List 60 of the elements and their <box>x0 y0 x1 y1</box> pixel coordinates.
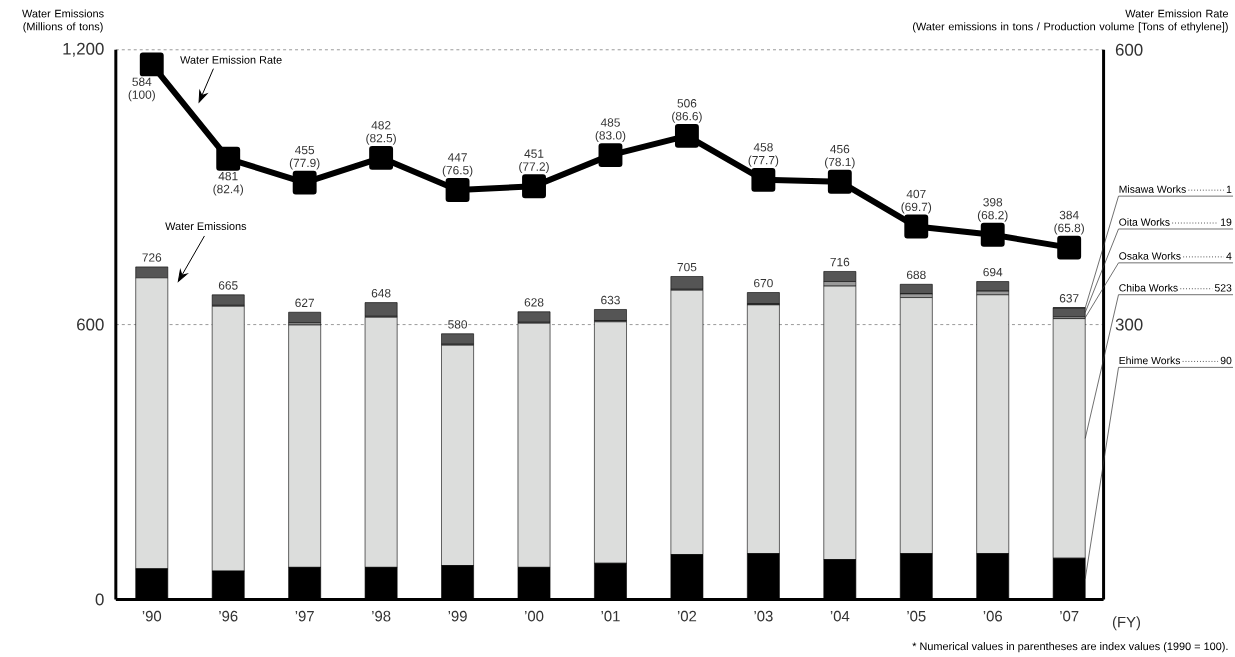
x-tick-label: ’98 <box>372 610 391 622</box>
data-label: 384 (65.8) <box>1054 210 1084 235</box>
y-tick-label: 600 <box>77 318 104 331</box>
x-tick-label: ’02 <box>677 610 697 622</box>
data-label: 485 (83.0) <box>595 118 626 142</box>
total-label: 628 <box>524 298 544 307</box>
data-label: 447 (76.5) <box>442 153 473 177</box>
text: Osaka Works <box>1119 251 1181 260</box>
data-label: 584 (100) <box>128 77 155 102</box>
data-label: 451 (77.2) <box>519 149 549 174</box>
y2-tick-label: 600 <box>1115 43 1143 56</box>
data-label: 90 <box>1220 356 1232 365</box>
y2-tick-label: 300 <box>1115 318 1143 331</box>
text: Chiba Works <box>1119 283 1178 292</box>
data-label: 4 <box>1226 252 1232 260</box>
text: * Numerical values in parentheses are index values (1990 = 100). <box>912 642 1228 653</box>
total-label: 648 <box>371 288 391 298</box>
total-label: 627 <box>295 298 314 307</box>
total-label: 726 <box>142 253 162 262</box>
data-label: 1 <box>1226 185 1232 193</box>
data-label: 458 (77.7) <box>748 142 779 167</box>
total-label: 637 <box>1059 293 1079 303</box>
x-tick-label: ’00 <box>525 610 544 622</box>
data-label: 506 (86.6) <box>672 98 702 123</box>
total-label: 580 <box>448 320 468 329</box>
text: Ehime Works <box>1119 356 1181 365</box>
x-tick-label: ’96 <box>219 610 238 622</box>
total-label: 633 <box>601 295 620 305</box>
data-label: 455 (77.9) <box>289 145 320 170</box>
data-label: 398 (68.2) <box>977 197 1008 222</box>
data-label: 481 (82.4) <box>213 171 244 196</box>
x-tick-label: ’07 <box>1060 610 1079 622</box>
text: Misawa Works <box>1119 185 1186 193</box>
total-label: 705 <box>677 262 697 272</box>
data-label: 407 (69.7) <box>901 189 932 214</box>
text: Oita Works <box>1119 218 1170 226</box>
total-label: 665 <box>218 281 238 290</box>
x-tick-label: ’05 <box>907 610 926 622</box>
total-label: 670 <box>754 278 773 288</box>
annotation: Water Emission Rate <box>180 55 282 64</box>
total-label: 688 <box>906 270 926 280</box>
x-tick-label: ’03 <box>754 610 773 622</box>
y2-axis-title: Water Emission Rate (Water emissions in tons / Production volume [Tons of ethylene]) <box>913 9 1229 33</box>
y-tick-label: 1,200 <box>63 42 104 57</box>
x-tick-label: ’99 <box>448 610 467 622</box>
x-tick-label: ’06 <box>983 610 1002 622</box>
y-axis-title: Water Emissions (Millions of tons) <box>22 9 104 33</box>
data-label: 523 <box>1214 284 1232 292</box>
data-label: 482 (82.5) <box>366 120 396 145</box>
data-label: 19 <box>1221 218 1232 226</box>
x-axis-title: (FY) <box>1112 616 1141 631</box>
total-label: 694 <box>983 267 1003 277</box>
y-tick-label: 0 <box>95 593 104 606</box>
data-label: 456 (78.1) <box>825 144 855 169</box>
x-tick-label: ’90 <box>142 610 162 622</box>
total-label: 716 <box>830 257 850 267</box>
x-tick-label: ’04 <box>830 610 850 622</box>
x-tick-label: ’97 <box>295 610 314 622</box>
x-tick-label: ’01 <box>601 610 620 622</box>
annotation: Water Emissions <box>165 221 247 230</box>
